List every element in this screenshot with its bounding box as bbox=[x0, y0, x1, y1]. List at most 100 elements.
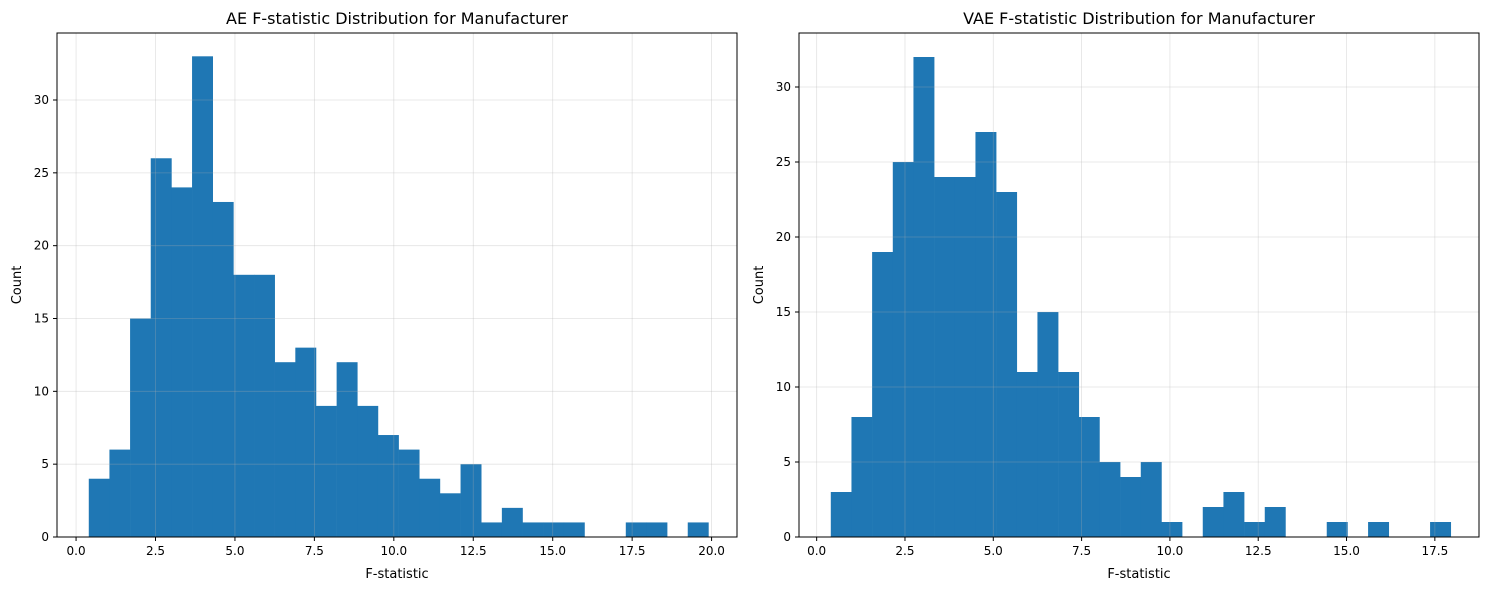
histogram-bar bbox=[522, 522, 544, 537]
y-axis-label: Count bbox=[752, 266, 767, 305]
histogram-bar bbox=[192, 56, 213, 538]
histogram-bar bbox=[1140, 462, 1162, 537]
x-tick-label: 17.5 bbox=[1421, 544, 1448, 558]
y-tick-label: 15 bbox=[776, 305, 791, 319]
grid bbox=[799, 33, 1479, 538]
histogram-bars bbox=[88, 56, 709, 538]
histogram-bar bbox=[130, 318, 152, 537]
x-tick-label: 17.5 bbox=[619, 544, 646, 558]
histogram-bar bbox=[543, 522, 565, 537]
x-tick-label: 12.5 bbox=[1245, 544, 1272, 558]
x-tick-label: 15.0 bbox=[1333, 544, 1360, 558]
x-tick-label: 7.5 bbox=[305, 544, 324, 558]
x-tick-label: 10.0 bbox=[380, 544, 407, 558]
chart-title: AE F-statistic Distribution for Manufact… bbox=[226, 9, 568, 28]
y-tick-label: 20 bbox=[34, 239, 49, 253]
x-tick-label: 0.0 bbox=[807, 544, 826, 558]
x-tick-label: 7.5 bbox=[1072, 544, 1091, 558]
histogram-bar bbox=[1161, 522, 1183, 537]
histogram-bar bbox=[336, 362, 358, 537]
x-tick-label: 2.5 bbox=[895, 544, 914, 558]
histogram-bar bbox=[88, 478, 110, 537]
y-axis-label: Count bbox=[10, 266, 25, 305]
x-tick-label: 5.0 bbox=[984, 544, 1003, 558]
histogram-bar bbox=[274, 362, 296, 537]
x-tick-label: 20.0 bbox=[698, 544, 725, 558]
histogram-bar bbox=[1244, 522, 1266, 537]
histogram-bar bbox=[439, 493, 461, 537]
y-tick-label: 25 bbox=[34, 166, 49, 180]
histogram-bar bbox=[398, 449, 420, 537]
y-axis-ticks: 0 5 10 15 20 25 30 bbox=[776, 80, 799, 544]
histogram-bar bbox=[1326, 522, 1348, 537]
plot-area bbox=[56, 32, 738, 538]
y-tick-label: 15 bbox=[34, 312, 49, 326]
histogram-bar bbox=[913, 57, 935, 537]
histogram-bar bbox=[1202, 507, 1224, 537]
histogram-bar bbox=[150, 158, 172, 537]
y-tick-label: 10 bbox=[776, 380, 791, 394]
histogram-bar bbox=[1368, 522, 1390, 537]
histogram-bar bbox=[954, 177, 976, 537]
histogram-bars bbox=[830, 57, 1452, 537]
plot-area bbox=[798, 32, 1480, 538]
histogram-bar bbox=[501, 507, 523, 537]
x-axis-ticks: 0.0 2.5 5.0 7.5 10.0 12.5 15.0 17.5 bbox=[807, 537, 1448, 558]
histogram-bar bbox=[481, 522, 503, 537]
y-tick-label: 5 bbox=[41, 457, 49, 471]
histogram-bar bbox=[1078, 417, 1100, 537]
grid bbox=[57, 33, 737, 538]
histogram-bar bbox=[1120, 477, 1142, 537]
histogram-bar bbox=[1016, 372, 1038, 537]
histogram-bar bbox=[1058, 372, 1080, 537]
histogram-bar bbox=[377, 435, 399, 537]
y-tick-label: 0 bbox=[783, 530, 791, 544]
histogram-bar bbox=[851, 417, 873, 537]
histogram-bar bbox=[625, 522, 647, 537]
histogram-bar bbox=[419, 478, 441, 537]
histogram-bar bbox=[687, 522, 709, 537]
x-tick-label: 0.0 bbox=[67, 544, 86, 558]
x-axis-label: F-statistic bbox=[1107, 567, 1170, 582]
vae-histogram-panel: VAE F-statistic Distribution for Manufac… bbox=[752, 9, 1480, 582]
histogram-bar bbox=[460, 464, 482, 537]
histogram-bar bbox=[830, 492, 852, 537]
histogram-bar bbox=[254, 274, 275, 537]
histogram-bar bbox=[563, 522, 585, 537]
histogram-bar bbox=[171, 187, 193, 537]
y-tick-label: 0 bbox=[41, 530, 49, 544]
histogram-bar bbox=[1099, 462, 1121, 537]
histogram-bar bbox=[1264, 507, 1286, 537]
histogram-bar bbox=[212, 201, 234, 537]
histogram-bar bbox=[646, 522, 668, 537]
x-tick-label: 12.5 bbox=[460, 544, 487, 558]
y-tick-label: 5 bbox=[783, 455, 791, 469]
histogram-bar bbox=[315, 405, 337, 537]
x-axis-label: F-statistic bbox=[365, 567, 428, 582]
histogram-bar bbox=[1430, 522, 1452, 537]
y-tick-label: 20 bbox=[776, 230, 791, 244]
histogram-bar bbox=[295, 347, 317, 537]
histogram-bar bbox=[1223, 492, 1245, 537]
y-tick-label: 30 bbox=[34, 93, 49, 107]
x-tick-label: 10.0 bbox=[1157, 544, 1184, 558]
histogram-bar bbox=[233, 274, 255, 537]
histogram-bar bbox=[934, 177, 956, 537]
x-tick-label: 2.5 bbox=[146, 544, 165, 558]
x-tick-label: 5.0 bbox=[225, 544, 244, 558]
histogram-bar bbox=[872, 252, 894, 537]
histogram-bar bbox=[109, 449, 131, 537]
y-tick-label: 30 bbox=[776, 80, 791, 94]
histogram-bar bbox=[1037, 312, 1059, 537]
histogram-bar bbox=[892, 162, 914, 537]
x-axis-ticks: 0.0 2.5 5.0 7.5 10.0 12.5 15.0 17.5 20.0 bbox=[67, 537, 725, 558]
histogram-bar bbox=[357, 405, 379, 537]
y-tick-label: 25 bbox=[776, 155, 791, 169]
y-axis-ticks: 0 5 10 15 20 25 30 bbox=[34, 93, 57, 544]
x-tick-label: 15.0 bbox=[539, 544, 566, 558]
histogram-bar bbox=[975, 132, 997, 537]
chart-title: VAE F-statistic Distribution for Manufac… bbox=[963, 9, 1315, 28]
ae-histogram-panel: AE F-statistic Distribution for Manufact… bbox=[10, 9, 738, 582]
y-tick-label: 10 bbox=[34, 384, 49, 398]
